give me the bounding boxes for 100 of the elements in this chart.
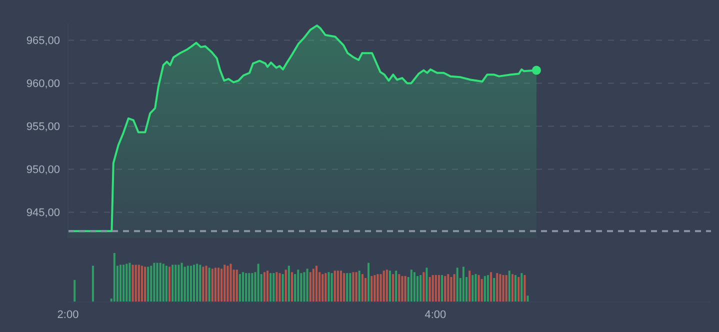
bar [92,266,94,302]
x-tick-label: 4:00 [424,308,446,321]
bar [315,266,318,302]
bar [238,274,241,302]
bar [502,275,504,302]
bar [276,272,278,302]
bar [420,275,422,302]
bar [174,264,177,302]
bar [220,268,223,302]
bar [245,273,248,302]
bar [184,266,186,302]
bar [450,277,452,302]
bar [113,253,116,302]
bar [165,266,168,302]
bar [493,278,496,302]
bar [462,266,464,302]
bar [486,275,489,302]
bar [128,262,131,302]
bar [352,272,354,302]
bar [147,266,150,302]
bar [520,273,523,302]
bar [368,262,370,302]
bar [214,268,216,302]
bar [349,273,352,302]
bar [193,264,196,302]
bar [309,272,312,302]
bar [386,270,388,302]
bar [156,262,158,302]
bar [334,270,336,302]
bar [434,275,437,302]
bar [382,270,385,302]
bar [306,268,308,302]
bar [312,268,314,302]
bar [291,272,293,302]
bar [263,272,266,302]
bar [490,272,492,302]
bar [251,273,254,302]
bar [205,266,208,302]
bar [208,268,210,302]
bar [278,273,281,302]
bar [336,270,339,302]
bar [444,276,446,302]
bar [300,273,302,302]
bar [330,273,333,302]
bar [178,264,180,302]
bar [74,280,76,302]
bar [432,275,434,302]
bar [514,275,517,302]
bar [380,274,382,302]
bar [413,272,416,302]
y-tick-label: 960,00 [26,78,60,90]
bar [340,270,342,302]
bar [398,274,400,302]
bar [202,266,204,302]
bar [153,262,156,302]
bar [422,272,425,302]
bar [401,276,404,302]
bar [453,274,456,302]
bar [172,264,174,302]
bar [484,276,486,302]
bar [186,266,189,302]
bar [456,268,458,302]
bar [388,270,391,302]
bar [282,274,284,302]
bar [134,264,137,302]
bar [505,275,508,302]
y-tick-label: 950,00 [26,164,60,176]
bar [428,277,431,302]
bar [496,273,498,302]
bar [364,278,366,302]
bar [266,270,268,302]
bar [480,278,483,302]
bar [426,268,428,302]
bar [190,266,192,302]
bar [168,266,171,302]
bar [404,276,406,302]
bar [132,264,134,302]
y-tick-label: 955,00 [26,121,60,134]
bar [144,266,146,302]
bar [150,266,152,302]
bar [355,272,358,302]
bar [346,273,348,302]
bar [297,270,300,302]
bar [343,273,346,302]
bar [199,264,202,302]
bar [126,264,128,302]
bar [358,270,360,302]
bar [236,270,238,302]
bar [272,273,275,302]
bar [395,270,398,302]
x-tick-label: 2:00 [57,308,79,321]
bar [478,275,480,302]
bar [376,274,379,302]
y-tick-label: 945,00 [26,207,60,220]
bar [159,262,162,302]
bar [416,276,419,302]
bar [472,275,474,302]
bar [218,268,220,302]
bar [410,270,412,302]
bar [224,264,226,302]
